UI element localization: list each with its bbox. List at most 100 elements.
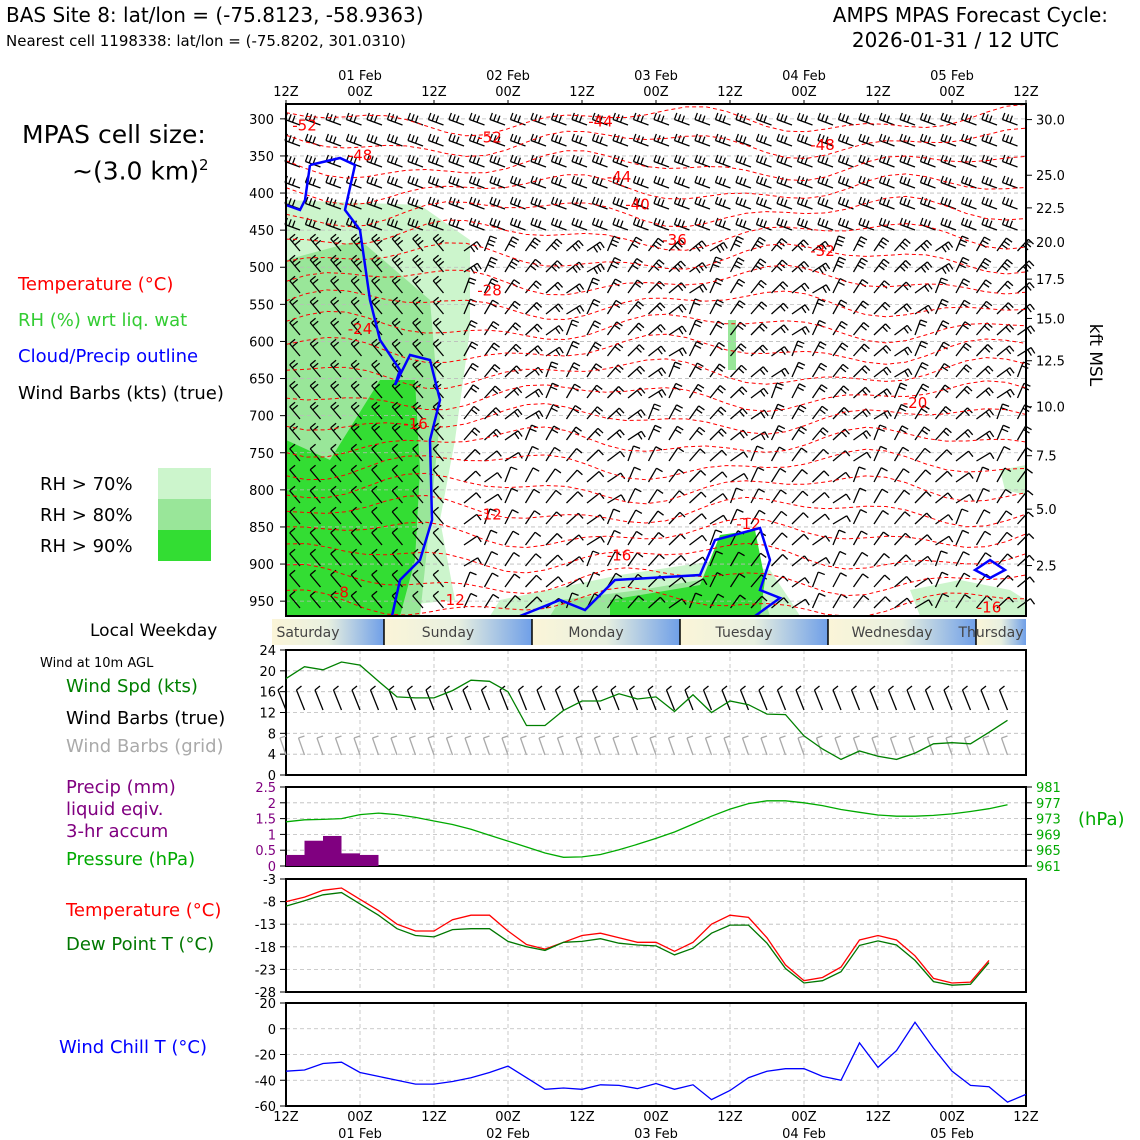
wind-barb xyxy=(955,429,969,441)
wind-barb-flag xyxy=(886,220,890,228)
wind-barb-flag xyxy=(619,220,624,228)
wind-barb-flag xyxy=(513,279,521,285)
wind-barb-flag xyxy=(576,307,581,314)
wind-barb-flag xyxy=(532,240,539,246)
wind-barb-flag xyxy=(370,198,374,206)
wind-barb xyxy=(812,492,826,504)
wind-barb xyxy=(330,553,342,567)
wind-barb-flag xyxy=(841,431,848,438)
wind-barb-flag xyxy=(715,324,723,329)
wind-barb-flag xyxy=(1009,136,1013,144)
pressure-tick-label: 700 xyxy=(249,410,274,425)
wind-barb xyxy=(776,181,793,189)
wind-barb-flag xyxy=(926,534,933,541)
wind-barb xyxy=(545,404,554,420)
wind-barb xyxy=(797,160,813,168)
wind-barb-flag xyxy=(595,156,600,164)
wind-barb-flag xyxy=(963,367,970,373)
wind-barb-flag xyxy=(722,514,728,522)
wind-barb-flag xyxy=(679,239,686,245)
wind-barb-flag xyxy=(435,320,442,327)
temperature-contour xyxy=(285,472,1027,505)
wind-barb-flag xyxy=(468,133,473,141)
wind-barb xyxy=(432,322,444,336)
wind-barb-flag xyxy=(390,156,395,164)
wind-barb-flag xyxy=(289,233,296,240)
wind-barb-flag xyxy=(927,199,931,207)
wind-barb-flag xyxy=(394,341,401,348)
wind-barb xyxy=(750,531,761,546)
wind-barb-flag xyxy=(878,112,883,120)
wind-barb xyxy=(893,382,902,399)
wind-barb-flag xyxy=(886,136,890,144)
wind-barb xyxy=(735,223,752,231)
wind-barb-flag xyxy=(657,348,663,355)
panel-tick-label: -13 xyxy=(255,918,276,933)
wind-barb-flag xyxy=(819,408,826,415)
wind-barb xyxy=(289,322,301,336)
wind-barb-flag xyxy=(291,362,299,369)
wind-barb-flag xyxy=(1029,598,1036,605)
wind-barb-flag xyxy=(962,345,970,352)
wind-barb xyxy=(432,448,444,462)
wind-barb-flag xyxy=(432,527,439,534)
wind-barb xyxy=(330,322,342,336)
top-time-label: 00Z xyxy=(939,85,965,100)
wind-barb-flag xyxy=(312,299,319,306)
wind-barb-flag xyxy=(782,281,789,288)
panel-tick-label: 0 xyxy=(268,769,276,784)
wind-barb-flag xyxy=(550,196,555,204)
wind-speed-line xyxy=(285,661,1008,761)
wind-barb-flag xyxy=(885,345,892,352)
wind-barb-flag xyxy=(1007,553,1014,560)
precip-tick-label: 2 xyxy=(268,797,276,812)
wind-barb xyxy=(853,386,866,399)
wind-barb-flag xyxy=(781,238,788,244)
wind-barb-grid-flag xyxy=(631,735,638,739)
wind-barb-flag xyxy=(452,177,456,185)
wind-barb xyxy=(289,595,301,609)
wind-barb-flag xyxy=(640,430,646,438)
wind-barb-flag xyxy=(492,299,499,305)
wind-barb xyxy=(412,490,424,504)
wind-barb-flag xyxy=(677,198,682,206)
wind-barb-flag xyxy=(886,157,890,165)
wind-barb xyxy=(858,223,875,231)
wind-barb-flag xyxy=(570,323,578,327)
wind-barb-flag xyxy=(1001,133,1006,141)
wind-barb-flag xyxy=(882,369,889,376)
wind-barb xyxy=(955,508,963,525)
wind-barb-flag xyxy=(796,175,801,183)
wind-barb-flag xyxy=(776,112,780,120)
wind-barb-flag xyxy=(762,366,769,373)
wind-barb-flag xyxy=(985,552,992,558)
wind-barb-flag xyxy=(899,175,903,183)
wind-barb-flag xyxy=(553,425,561,430)
wind-barb xyxy=(674,139,690,147)
wind-barb xyxy=(1017,346,1032,357)
wind-barb-flag xyxy=(677,135,682,143)
wind-barb xyxy=(771,324,785,336)
wind-barb-flag xyxy=(845,115,849,123)
wind-barb xyxy=(730,472,745,483)
wind-barb-flag xyxy=(758,509,766,515)
wind-barb-flag xyxy=(373,341,381,348)
wind-barb-flag xyxy=(861,389,868,396)
wind-barb xyxy=(914,426,925,441)
wind-barb-flag xyxy=(638,595,645,602)
wind-barb xyxy=(330,532,342,546)
wind-barb-flag xyxy=(735,133,739,141)
wind-barb-flag xyxy=(475,492,482,499)
wind-barb-flag xyxy=(551,382,559,387)
wind-barb-flag xyxy=(455,178,460,186)
wind-barb-flag xyxy=(578,240,584,247)
wind-barb xyxy=(668,555,682,567)
wind-barb-flag xyxy=(391,422,398,429)
wind-barb-flag xyxy=(366,112,370,120)
wind-barb xyxy=(940,139,957,147)
wind-barb xyxy=(750,574,762,588)
wind-barb-flag xyxy=(391,527,398,534)
wind-barb-flag xyxy=(512,530,520,536)
wind-barb-flag xyxy=(332,320,340,327)
wind-barb-flag xyxy=(595,363,603,369)
